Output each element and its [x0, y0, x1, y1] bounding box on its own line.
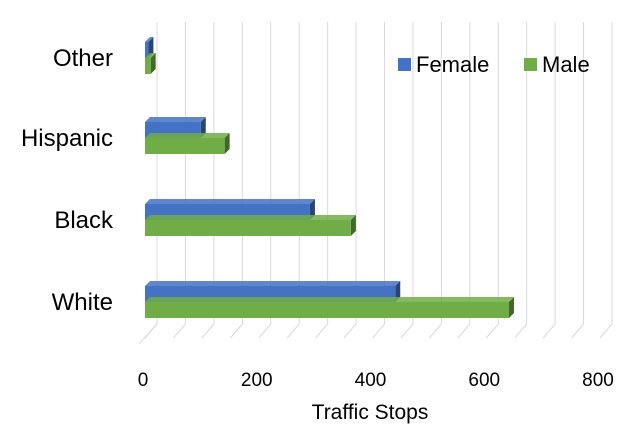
floor-gridline — [599, 323, 613, 339]
floor-edge — [138, 323, 158, 345]
floor-gridline — [514, 323, 528, 339]
floor-gridline — [201, 323, 215, 339]
legend-item-female: Female — [398, 52, 489, 77]
legend: Female Male — [398, 52, 590, 77]
floor-gridline — [542, 323, 556, 339]
category-label-black: Black — [54, 207, 114, 234]
floor-gridline — [571, 323, 584, 339]
floor-gridline — [400, 323, 414, 339]
x-tick-labels: 0 200 400 600 800 — [138, 370, 614, 391]
floor-gridline — [343, 323, 357, 339]
floor-gridline — [457, 323, 471, 339]
legend-swatch — [524, 58, 537, 71]
x-axis-title: Traffic Stops — [312, 401, 429, 424]
floor-gridline — [315, 323, 329, 339]
category-label-other: Other — [53, 45, 113, 72]
floor-gridline — [372, 323, 385, 339]
x-tick-label: 200 — [241, 370, 273, 391]
gridlines — [138, 22, 613, 345]
category-labels: Other Hispanic Black White — [21, 45, 114, 316]
legend-swatch — [398, 58, 411, 71]
x-tick-label: 800 — [582, 370, 614, 391]
category-label-hispanic: Hispanic — [21, 125, 113, 152]
floor-gridline — [485, 323, 499, 339]
bar-male-black — [145, 215, 356, 236]
bar-male-white — [145, 297, 514, 318]
x-tick-label: 400 — [355, 370, 387, 391]
floor-gridline — [428, 323, 442, 339]
bar-female-other — [145, 37, 154, 58]
bar-male-hispanic — [145, 133, 230, 154]
legend-item-male: Male — [524, 52, 590, 77]
floor-gridline — [258, 323, 272, 339]
floor-gridline — [173, 323, 186, 339]
floor-gridline — [286, 323, 300, 339]
legend-label: Male — [542, 52, 590, 77]
x-tick-label: 600 — [468, 370, 500, 391]
category-label-white: White — [52, 289, 113, 316]
floor-gridline — [229, 323, 243, 339]
legend-label: Female — [416, 52, 489, 77]
bars — [145, 37, 514, 318]
bar-male-other — [145, 53, 156, 74]
x-tick-label: 0 — [138, 370, 149, 391]
